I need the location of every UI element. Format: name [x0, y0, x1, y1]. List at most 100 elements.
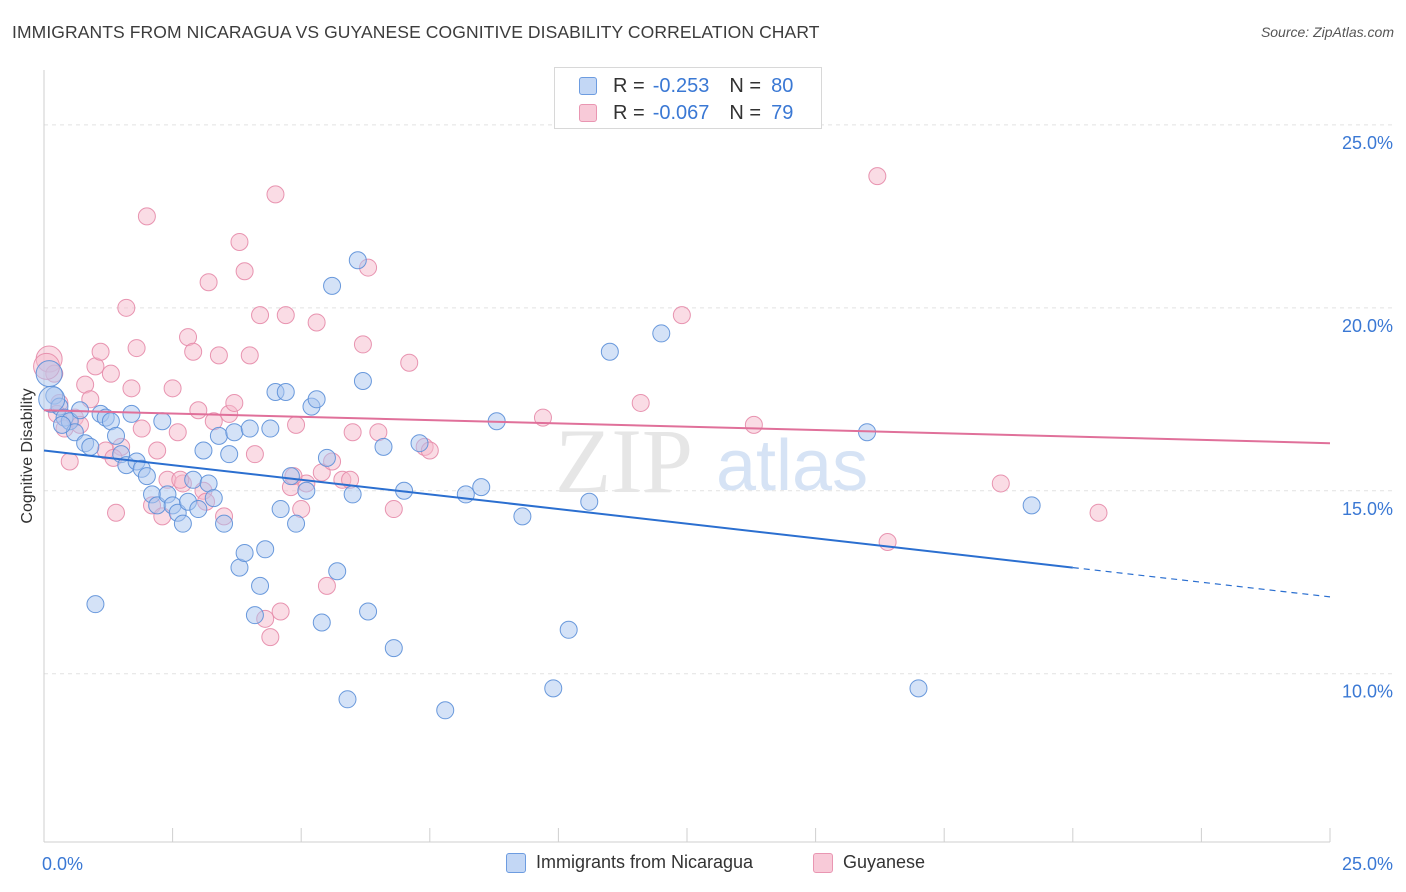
nicaragua-point — [107, 426, 126, 445]
guyanese-point — [230, 232, 249, 251]
guyanese-point — [384, 500, 403, 519]
nicaragua-point — [189, 500, 208, 519]
series-name-nicaragua: Immigrants from Nicaragua — [536, 852, 754, 872]
nicaragua-point — [281, 467, 300, 486]
legend-swatch-pink — [579, 104, 597, 122]
nicaragua-point — [1022, 496, 1041, 515]
nicaragua-point — [456, 485, 475, 504]
guyanese-point — [235, 262, 254, 281]
nicaragua-point — [317, 448, 336, 467]
guyanese-point — [1089, 503, 1108, 522]
guyanese-point — [868, 167, 887, 186]
nicaragua-point — [384, 639, 403, 658]
nicaragua-point — [204, 489, 223, 508]
chart-title: IMMIGRANTS FROM NICARAGUA VS GUYANESE CO… — [12, 22, 820, 42]
nicaragua-point — [194, 441, 213, 460]
guyanese-point — [400, 353, 419, 372]
nicaragua-point — [261, 419, 280, 438]
nicaragua-point — [153, 412, 172, 431]
nicaragua-point — [580, 492, 599, 511]
nicaragua-point — [559, 620, 578, 639]
nicaragua-point — [909, 679, 928, 698]
nicaragua-point — [184, 470, 203, 489]
legend-row-guyanese: R = -0.067 N = 79 — [579, 101, 793, 125]
nicaragua-trend-extension — [1072, 566, 1331, 598]
guyanese-point — [91, 342, 110, 361]
series-legend-guyanese: Guyanese — [813, 852, 925, 873]
guyanese-point — [148, 441, 167, 460]
nicaragua-point — [544, 679, 563, 698]
guyanese-point — [107, 503, 126, 522]
watermark: ZIP atlas — [555, 410, 868, 512]
nicaragua-point — [307, 390, 326, 409]
y-tick-label: 20.0% — [1342, 316, 1393, 336]
nicaragua-point — [209, 426, 228, 445]
nicaragua-point — [271, 500, 290, 519]
guyanese-point — [199, 273, 218, 292]
nicaragua-trend-line — [43, 449, 1073, 569]
guyanese-point — [317, 576, 336, 595]
trend-lines — [43, 409, 1331, 598]
nicaragua-point — [359, 602, 378, 621]
guyanese-point — [163, 379, 182, 398]
guyanese-point — [343, 423, 362, 442]
guyanese-point — [127, 339, 146, 358]
guyanese-point — [122, 379, 141, 398]
nicaragua-point — [122, 404, 141, 423]
guyanese-point — [189, 401, 208, 420]
series-legend-nicaragua: Immigrants from Nicaragua — [506, 852, 753, 873]
nicaragua-point — [328, 562, 347, 581]
guyanese-point — [991, 474, 1010, 493]
nicaragua-point — [235, 543, 254, 562]
legend-row-nicaragua: R = -0.253 N = 80 — [579, 74, 793, 98]
grid-lines — [44, 124, 1394, 675]
nicaragua-point — [472, 478, 491, 497]
nicaragua-point — [137, 467, 156, 486]
guyanese-point — [251, 306, 270, 325]
y-tick-label: 25.0% — [1342, 133, 1393, 153]
axes — [43, 70, 1331, 843]
nicaragua-point — [323, 276, 342, 295]
guyanese-point — [132, 419, 151, 438]
nicaragua-point — [600, 342, 619, 361]
stats-legend: R = -0.253 N = 80 R = -0.067 N = 79 — [554, 67, 822, 129]
legend-n-label: N = — [729, 74, 762, 97]
guyanese-point — [184, 342, 203, 361]
guyanese-point — [276, 306, 295, 325]
nicaragua-points — [35, 251, 1041, 720]
nicaragua-point — [38, 385, 66, 413]
nicaragua-point — [513, 507, 532, 526]
guyanese-points — [33, 167, 1108, 647]
series-name-guyanese: Guyanese — [843, 852, 926, 872]
series-swatch-blue — [506, 852, 526, 873]
guyanese-point — [271, 602, 290, 621]
x-tick-label: 0.0% — [42, 854, 83, 874]
nicaragua-point — [173, 514, 192, 533]
nicaragua-point — [348, 251, 367, 270]
guyanese-point — [168, 423, 187, 442]
series-swatch-pink — [813, 852, 833, 873]
nicaragua-point — [353, 371, 372, 390]
nicaragua-point — [53, 415, 72, 434]
nicaragua-point — [86, 595, 105, 614]
source-label: Source: ZipAtlas.com — [1260, 24, 1394, 40]
nicaragua-point — [256, 540, 275, 559]
nicaragua-point — [374, 437, 393, 456]
legend-r-value: -0.067 — [652, 101, 710, 124]
guyanese-point — [353, 335, 372, 354]
nicaragua-point — [312, 613, 331, 632]
guyanese-trend-line — [43, 409, 1331, 445]
guyanese-point — [533, 408, 552, 427]
guyanese-point — [266, 185, 285, 204]
guyanese-point — [631, 393, 650, 412]
guyanese-point — [307, 313, 326, 332]
guyanese-point — [245, 445, 264, 464]
guyanese-point — [60, 452, 79, 471]
nicaragua-point — [245, 606, 264, 625]
legend-r-label: R = — [613, 101, 645, 124]
guyanese-point — [672, 306, 691, 325]
legend-n-value: 80 — [771, 74, 794, 97]
nicaragua-point — [215, 514, 234, 533]
guyanese-point — [261, 628, 280, 647]
